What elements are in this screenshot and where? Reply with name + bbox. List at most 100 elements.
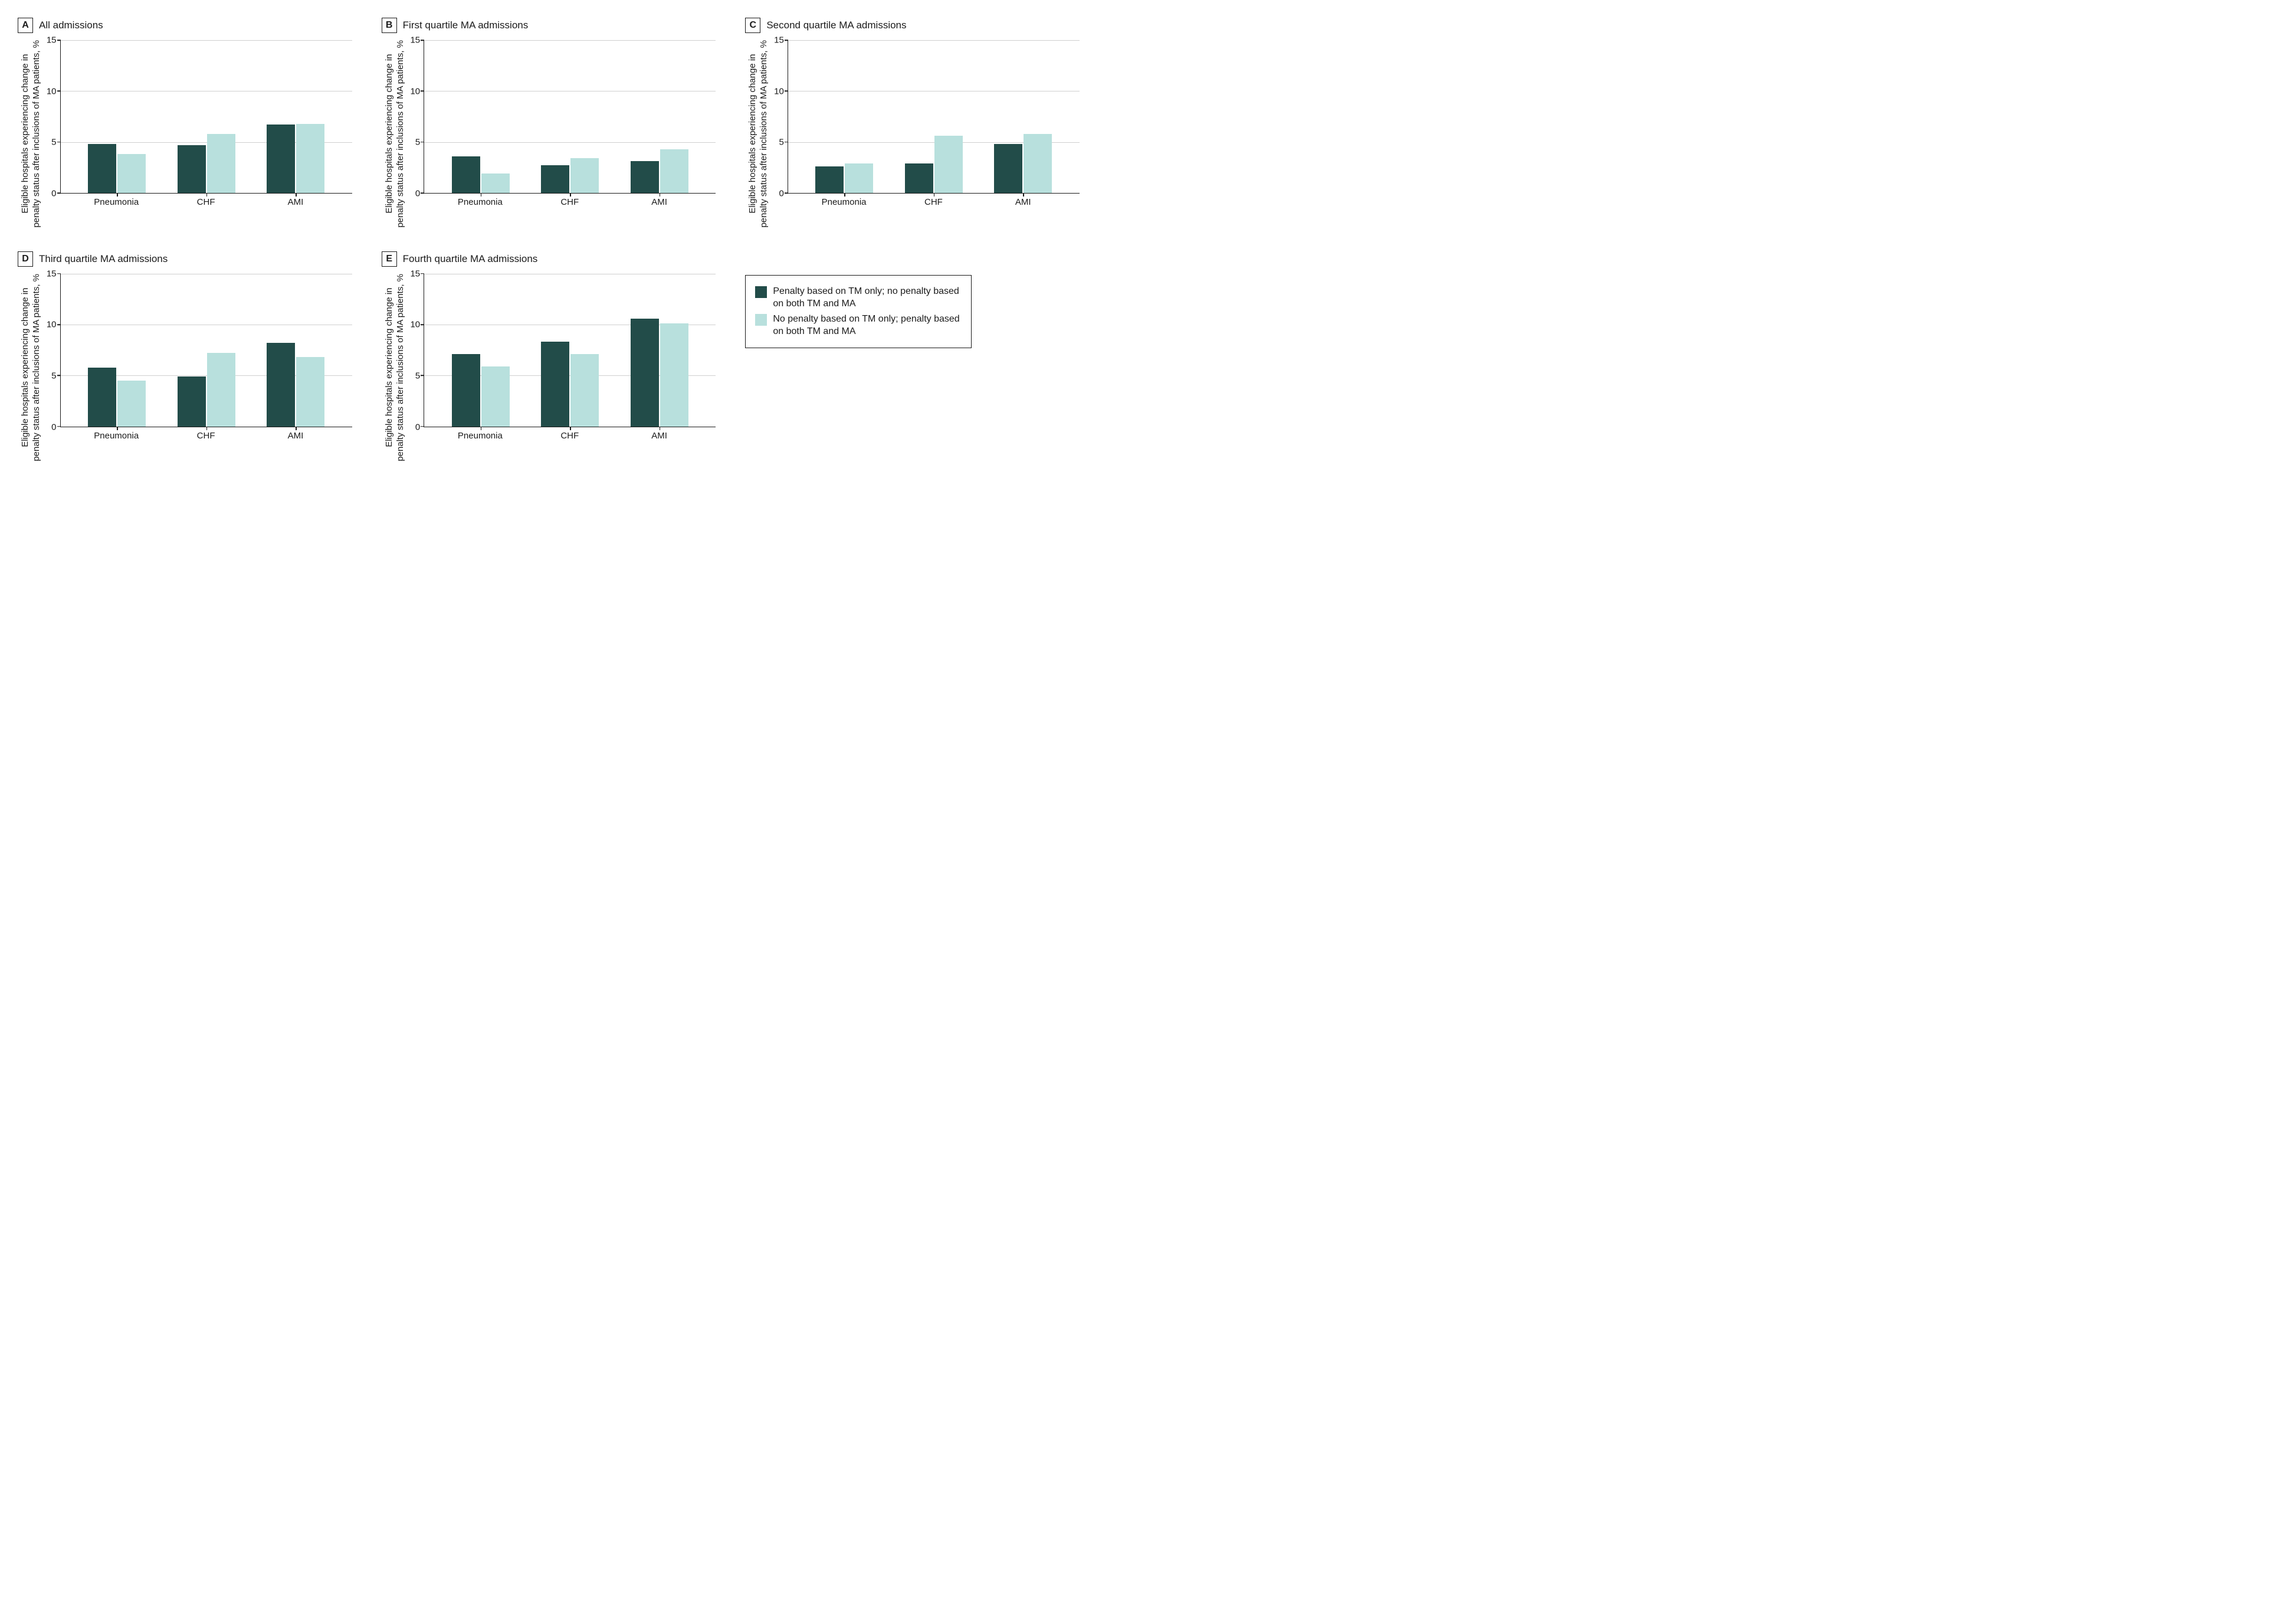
y-tick-label: 0 bbox=[51, 422, 56, 432]
chart: 151050PneumoniaCHFAMI bbox=[42, 40, 352, 228]
y-tick-label: 10 bbox=[47, 86, 57, 96]
y-tick-label: 5 bbox=[415, 137, 420, 148]
bars-container bbox=[424, 274, 716, 427]
bar-series-b bbox=[207, 134, 235, 193]
y-tick-label: 10 bbox=[47, 320, 57, 330]
bar-series-a bbox=[267, 125, 295, 193]
bar-series-b bbox=[296, 124, 324, 193]
x-ticks: PneumoniaCHFAMI bbox=[60, 427, 352, 440]
x-tick-label: Pneumonia bbox=[458, 197, 503, 207]
x-tick-label: CHF bbox=[560, 431, 579, 441]
chart: 151050PneumoniaCHFAMI bbox=[406, 274, 716, 461]
bar-series-b bbox=[570, 354, 599, 427]
bar-series-b bbox=[207, 353, 235, 426]
bar-series-b bbox=[1024, 134, 1052, 193]
y-tick-label: 10 bbox=[410, 320, 420, 330]
legend-cell: Penalty based on TM only; no penalty bas… bbox=[745, 251, 1080, 461]
x-ticks: PneumoniaCHFAMI bbox=[788, 194, 1080, 207]
y-tick-label: 5 bbox=[51, 371, 56, 381]
bar-series-b bbox=[481, 366, 510, 427]
bar-group bbox=[812, 40, 877, 193]
bar-series-a bbox=[541, 165, 569, 193]
bar-group bbox=[264, 274, 328, 427]
panel-title-row: DThird quartile MA admissions bbox=[18, 251, 352, 267]
bar-group bbox=[991, 40, 1055, 193]
bar-series-a bbox=[452, 156, 480, 193]
bar-series-a bbox=[178, 145, 206, 193]
bar-series-a bbox=[452, 354, 480, 427]
x-tick-label: CHF bbox=[560, 197, 579, 207]
y-tick-label: 10 bbox=[410, 86, 420, 96]
bar-series-a bbox=[631, 319, 659, 427]
legend-row: Penalty based on TM only; no penalty bas… bbox=[755, 285, 962, 310]
x-ticks: Pneumonia CHF AMI bbox=[424, 427, 716, 440]
chart-panel: EFourth quartile MA admissions Eligible h… bbox=[382, 251, 716, 461]
legend-swatch-b bbox=[755, 314, 767, 326]
chart-panel: AAll admissionsEligible hospitals experi… bbox=[18, 18, 352, 228]
bar-group bbox=[448, 274, 513, 427]
bars-container bbox=[61, 274, 352, 427]
bar-series-b bbox=[117, 154, 146, 193]
panel-label: Third quartile MA admissions bbox=[39, 253, 168, 265]
x-tick-label: Pneumonia bbox=[822, 197, 867, 207]
bar-series-b bbox=[117, 381, 146, 427]
x-tick-label: AMI bbox=[1015, 197, 1031, 207]
legend-swatch-a bbox=[755, 286, 767, 298]
plot-area bbox=[424, 274, 716, 427]
bar-series-b bbox=[481, 173, 510, 193]
bar-group bbox=[627, 40, 691, 193]
bar-series-a bbox=[815, 166, 844, 193]
x-tick-label: AMI bbox=[651, 431, 667, 441]
bar-group bbox=[174, 40, 238, 193]
bar-series-b bbox=[660, 323, 688, 426]
chart: 151050PneumoniaCHFAMI bbox=[42, 274, 352, 461]
bar-series-a bbox=[905, 163, 933, 193]
panel-label: First quartile MA admissions bbox=[403, 19, 529, 31]
x-ticks: PneumoniaCHFAMI bbox=[60, 194, 352, 207]
chart-panel: CSecond quartile MA admissionsEligible h… bbox=[745, 18, 1080, 228]
x-tick-label: AMI bbox=[288, 197, 304, 207]
y-tick-label: 15 bbox=[410, 268, 420, 279]
panel-label: All admissions bbox=[39, 19, 103, 31]
x-tick-label: Pneumonia bbox=[94, 197, 139, 207]
legend-label-a: Penalty based on TM only; no penalty bas… bbox=[773, 285, 962, 310]
plot-area bbox=[788, 40, 1080, 194]
y-tick-label: 15 bbox=[47, 268, 57, 279]
chart-wrap: Eligible hospitals experiencing change i… bbox=[382, 274, 716, 461]
bar-group bbox=[264, 40, 328, 193]
bar-series-b bbox=[296, 357, 324, 426]
bar-series-b bbox=[570, 158, 599, 193]
bars-container bbox=[424, 40, 716, 193]
bar-group bbox=[84, 274, 149, 427]
x-tick-label: AMI bbox=[651, 197, 667, 207]
y-tick-label: 5 bbox=[779, 137, 783, 148]
y-tick-label: 0 bbox=[415, 422, 420, 432]
bar-group bbox=[538, 40, 602, 193]
legend-label-b: No penalty based on TM only; penalty bas… bbox=[773, 313, 962, 338]
bar-series-a bbox=[267, 343, 295, 427]
chart-wrap: Eligible hospitals experiencing change i… bbox=[18, 40, 352, 228]
bar-series-a bbox=[88, 144, 116, 193]
y-tick-label: 0 bbox=[51, 189, 56, 199]
bar-series-a bbox=[88, 368, 116, 427]
bar-series-a bbox=[994, 144, 1022, 193]
panel-title-row: B First quartile MA admissions bbox=[382, 18, 716, 33]
chart-panel: DThird quartile MA admissionsEligible ho… bbox=[18, 251, 352, 461]
legend: Penalty based on TM only; no penalty bas… bbox=[745, 275, 972, 348]
y-tick-label: 0 bbox=[779, 189, 783, 199]
bar-series-b bbox=[934, 136, 963, 193]
bar-group bbox=[174, 274, 238, 427]
chart: 151050PneumoniaCHFAMI bbox=[770, 40, 1080, 228]
y-ticks: 151050 bbox=[406, 40, 424, 194]
bars-container bbox=[61, 40, 352, 193]
bar-series-b bbox=[660, 149, 688, 193]
y-tick-label: 15 bbox=[774, 35, 784, 45]
legend-row: No penalty based on TM only; penalty bas… bbox=[755, 313, 962, 338]
y-axis-label: Eligible hospitals experiencing change i… bbox=[382, 40, 406, 228]
bar-group bbox=[538, 274, 602, 427]
panel-label: Second quartile MA admissions bbox=[766, 19, 906, 31]
panel-letter: B bbox=[382, 18, 397, 33]
y-tick-label: 0 bbox=[415, 189, 420, 199]
x-tick-label: Pneumonia bbox=[458, 431, 503, 441]
panel-title-row: EFourth quartile MA admissions bbox=[382, 251, 716, 267]
